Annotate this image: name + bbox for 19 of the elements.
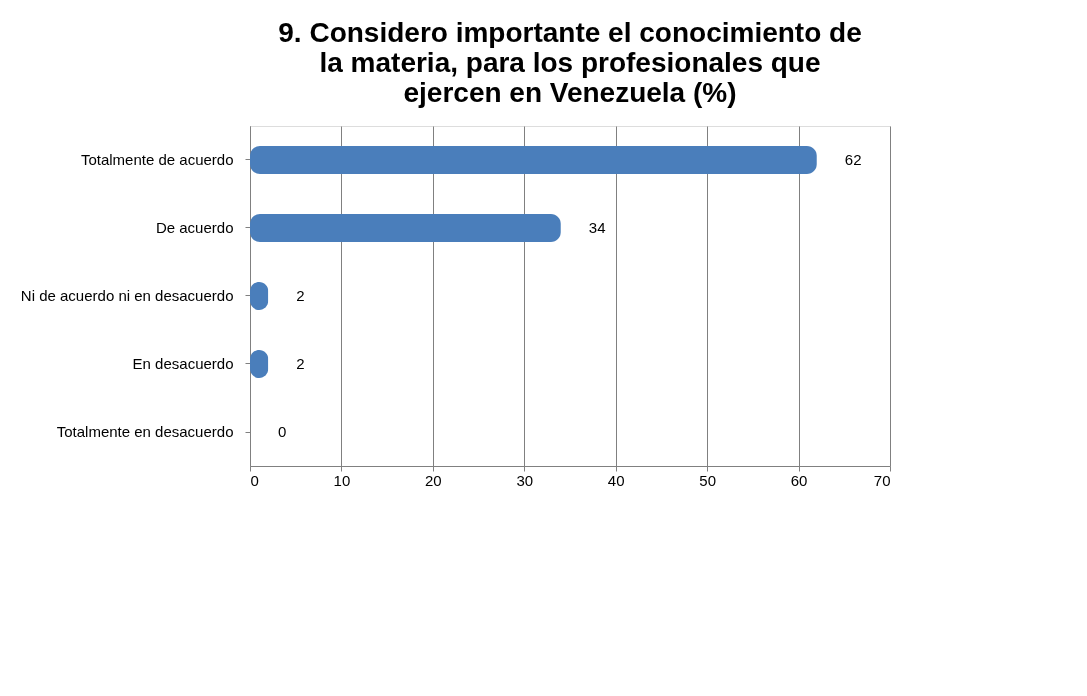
y-tick-label: Totalmente en desacuerdo [56,423,234,440]
y-tick-label: En desacuerdo [132,355,234,372]
data-label: 62 [844,151,862,168]
x-tick-label: 50 [699,471,716,489]
x-tick-label: 60 [790,471,808,489]
x-tick-label: 0 [250,471,259,489]
data-label: 0 [278,423,287,440]
x-tick-label: 40 [607,471,625,489]
y-tick-label: De acuerdo [155,219,234,236]
y-tick-label: Ni de acuerdo ni en desacuerdo [20,287,234,304]
x-tick-label: 10 [333,471,351,489]
data-label: 2 [296,287,305,304]
data-label: 34 [588,219,606,236]
data-label: 2 [296,355,305,372]
chart-title: 9. Considero importante el conocimiento de la materia, para los profesionales que ejercen en Venezuela (%) [278,17,862,108]
x-tick-label: 70 [873,471,891,489]
x-tick-label: 30 [516,471,534,489]
y-tick-label: Totalmente de acuerdo [80,151,234,168]
x-tick-label: 20 [425,471,442,489]
